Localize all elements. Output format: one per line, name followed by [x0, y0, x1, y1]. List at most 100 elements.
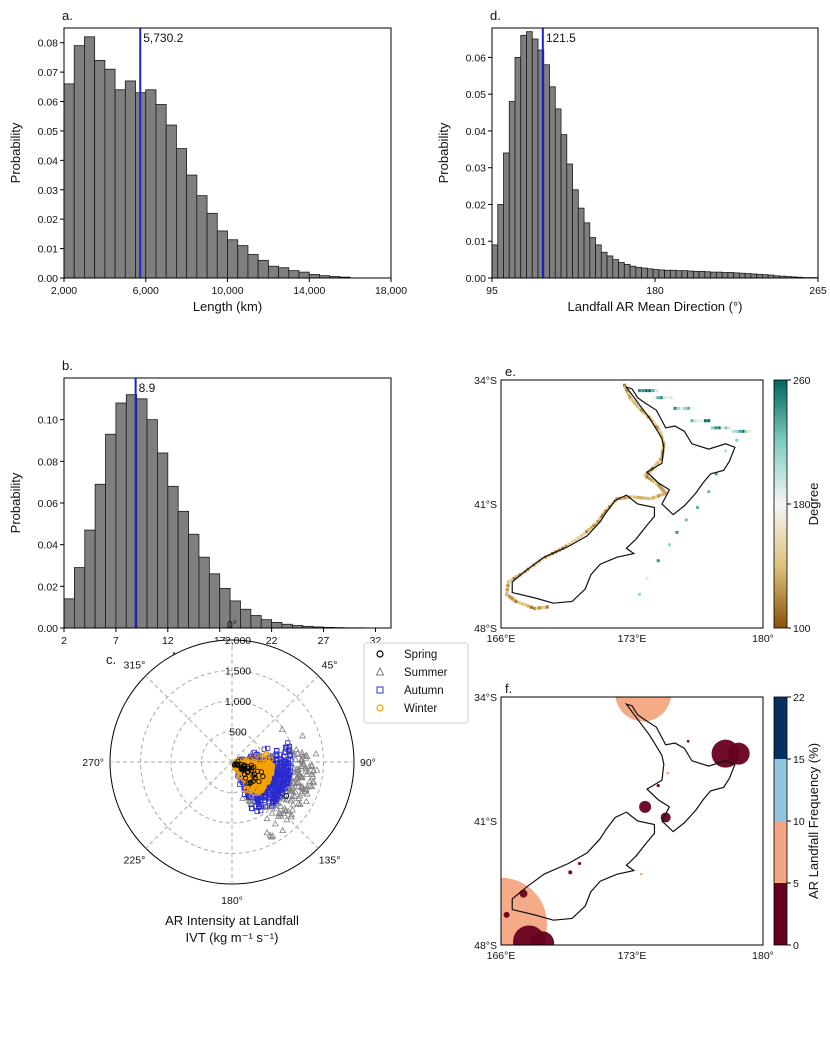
legend: Spring Summer Autumn Winter: [363, 642, 469, 724]
direction-point: [683, 406, 687, 410]
histogram-bar: [63, 598, 75, 629]
direction-point: [596, 519, 600, 524]
direction-point: [582, 532, 586, 536]
autumn-point: [255, 797, 261, 803]
direction-point: [637, 389, 641, 393]
summer-point: [288, 787, 296, 794]
histogram-bar: [104, 68, 116, 279]
histogram-bar: [658, 269, 665, 279]
angle-tick-label: 270°: [82, 757, 104, 769]
histogram-bar: [715, 271, 723, 279]
winter-point: [261, 774, 267, 780]
direction-point: [627, 394, 631, 398]
summer-point: [303, 790, 311, 797]
histogram-bar: [595, 244, 602, 279]
summer-point: [298, 782, 306, 789]
y-tick-label: 0.01: [38, 244, 59, 256]
summer-point: [288, 806, 296, 813]
histogram-bar: [750, 273, 758, 279]
direction-point: [727, 426, 731, 430]
summer-point: [271, 820, 279, 827]
direction-point: [651, 496, 655, 500]
x-tick-label: 18,000: [375, 285, 407, 297]
autumn-point: [282, 760, 288, 766]
histogram-bar: [145, 89, 157, 279]
y-tick-label: 0.00: [38, 273, 59, 285]
direction-point: [652, 421, 656, 425]
legend-label: Spring: [404, 649, 437, 661]
direction-point: [639, 496, 643, 500]
histogram-bar: [257, 259, 269, 279]
colorbar: 0 5 10 15 22 AR Landfall Frequency (%): [773, 692, 821, 952]
direction-point: [745, 429, 749, 433]
summer-point: [294, 774, 302, 781]
summer-point: [284, 807, 292, 814]
direction-point: [644, 389, 648, 393]
direction-point: [650, 478, 654, 482]
autumn-point: [282, 749, 289, 756]
autumn-point: [263, 794, 269, 800]
summer-point: [269, 832, 277, 839]
angle-tick-label: 90°: [360, 757, 376, 769]
direction-point: [505, 588, 509, 592]
histogram-bar: [531, 38, 539, 279]
angle-tick-label: 315°: [124, 659, 146, 671]
angular-gridline: [145, 761, 233, 849]
histogram-bar: [629, 265, 637, 279]
autumn-point: [284, 769, 290, 775]
colorbar-tick-label: 180: [793, 499, 811, 511]
south-island-outline: [511, 811, 656, 921]
histogram-bar: [508, 101, 516, 279]
direction-point: [622, 383, 627, 387]
y-tick-label: 0.04: [38, 155, 59, 167]
summer-point: [245, 796, 253, 803]
direction-point: [518, 573, 522, 577]
summer-point: [305, 762, 313, 770]
panel-label: f.: [505, 681, 512, 696]
y-tick-label: 0.06: [38, 498, 59, 510]
frequency-bubble: [656, 783, 660, 788]
direction-point: [700, 419, 704, 423]
histogram-bar: [208, 573, 221, 629]
histogram-bar: [260, 619, 273, 629]
x-tick-label: 12: [162, 635, 174, 647]
summer-point: [292, 755, 300, 763]
histogram-bar: [188, 533, 200, 629]
direction-point: [645, 496, 650, 500]
summer-point: [263, 801, 271, 809]
lon-tick-label: 180°: [752, 633, 774, 645]
histogram-bar: [105, 433, 117, 629]
summer-point: [296, 800, 304, 807]
direction-point: [656, 396, 660, 400]
direction-point: [741, 429, 745, 433]
angle-tick-label: 135°: [319, 855, 341, 867]
histogram-bar: [247, 254, 259, 279]
histogram-d: 121.5 95 180 265 0.00 0.01 0.02 0.03 0.04 0.05 0.0…: [436, 8, 827, 314]
x-tick-label: 180: [646, 285, 664, 297]
direction-point: [680, 406, 684, 410]
direction-point: [533, 606, 537, 611]
colorbar-segment: [774, 821, 787, 883]
histogram-bar: [635, 266, 642, 279]
direction-point: [651, 389, 655, 393]
direction-point: [650, 419, 654, 423]
map-frame: [500, 379, 764, 629]
histogram-bar: [606, 255, 614, 279]
direction-point: [602, 511, 606, 515]
histogram-bar: [727, 272, 735, 279]
legend-marker: [376, 704, 384, 712]
histogram-bar: [176, 148, 188, 279]
spring-point: [238, 766, 245, 772]
map-frame: [500, 696, 764, 946]
lon-tick-label: 166°E: [487, 633, 516, 645]
frequency-bubble: [530, 931, 555, 945]
direction-point: [675, 530, 679, 534]
direction-point: [653, 423, 657, 427]
colorbar-segment: [774, 697, 787, 759]
direction-point: [661, 492, 665, 496]
histogram-bar: [577, 207, 585, 279]
autumn-point: [262, 804, 269, 810]
histogram-bar: [687, 270, 694, 279]
summer-point: [290, 779, 298, 787]
y-tick-label: 0.05: [38, 126, 59, 138]
